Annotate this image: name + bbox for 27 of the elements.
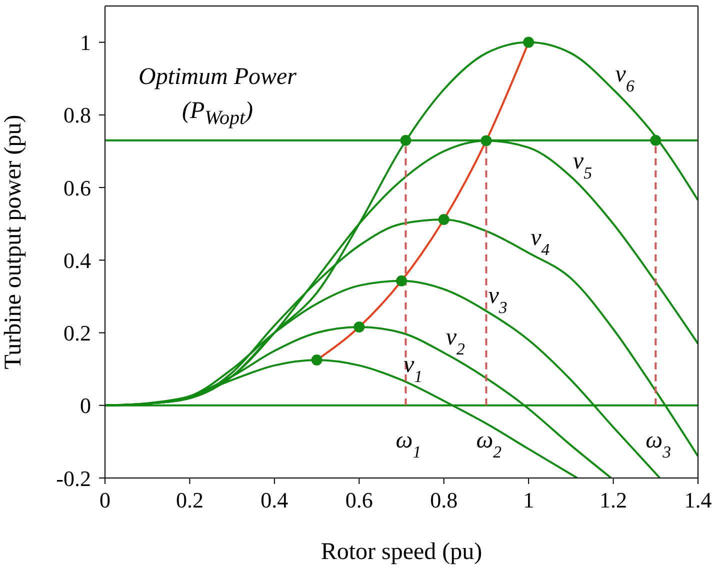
y-tick-label: 0.6: [64, 175, 91, 200]
y-tick-label: 0.2: [64, 320, 91, 346]
y-tick-label: 0: [80, 393, 91, 418]
x-tick-label: 0: [100, 488, 110, 513]
x-tick-label: 1.2: [600, 488, 628, 513]
annotation: ω$_{3}$: [646, 427, 671, 461]
x-tick-label: 1: [523, 488, 534, 513]
x-tick-label: 1.4: [684, 488, 712, 513]
y-tick-label: -0.2: [56, 466, 91, 491]
series-label: v$_{2}$: [446, 324, 466, 358]
y-tick-label: 1: [80, 30, 91, 56]
y-tick-label: 0.8: [64, 102, 91, 128]
series-label: v$_{5}$: [572, 148, 592, 182]
x-axis-title: Rotor speed (pu): [320, 539, 482, 565]
annotation: ω$_{2}$: [476, 427, 502, 461]
x-tick-label: 0.4: [260, 488, 288, 513]
x-tick-label: 0.2: [176, 488, 204, 513]
x-tick-label: 0.8: [430, 488, 458, 513]
series-label: v$_{4}$: [530, 224, 550, 258]
annotation: ω$_{1}$: [396, 427, 422, 461]
ref-line-label: Optimum Power (P$_{Wopt}$): [138, 63, 298, 132]
series-label: v$_{6}$: [615, 62, 635, 96]
x-tick-label: 0.6: [345, 488, 373, 513]
y-axis-title: Turbine output power (pu): [0, 114, 27, 370]
y-tick-label: 0.4: [64, 248, 91, 273]
series-label: v$_{3}$: [488, 282, 508, 316]
series-label: v$_{1}$: [404, 352, 423, 386]
